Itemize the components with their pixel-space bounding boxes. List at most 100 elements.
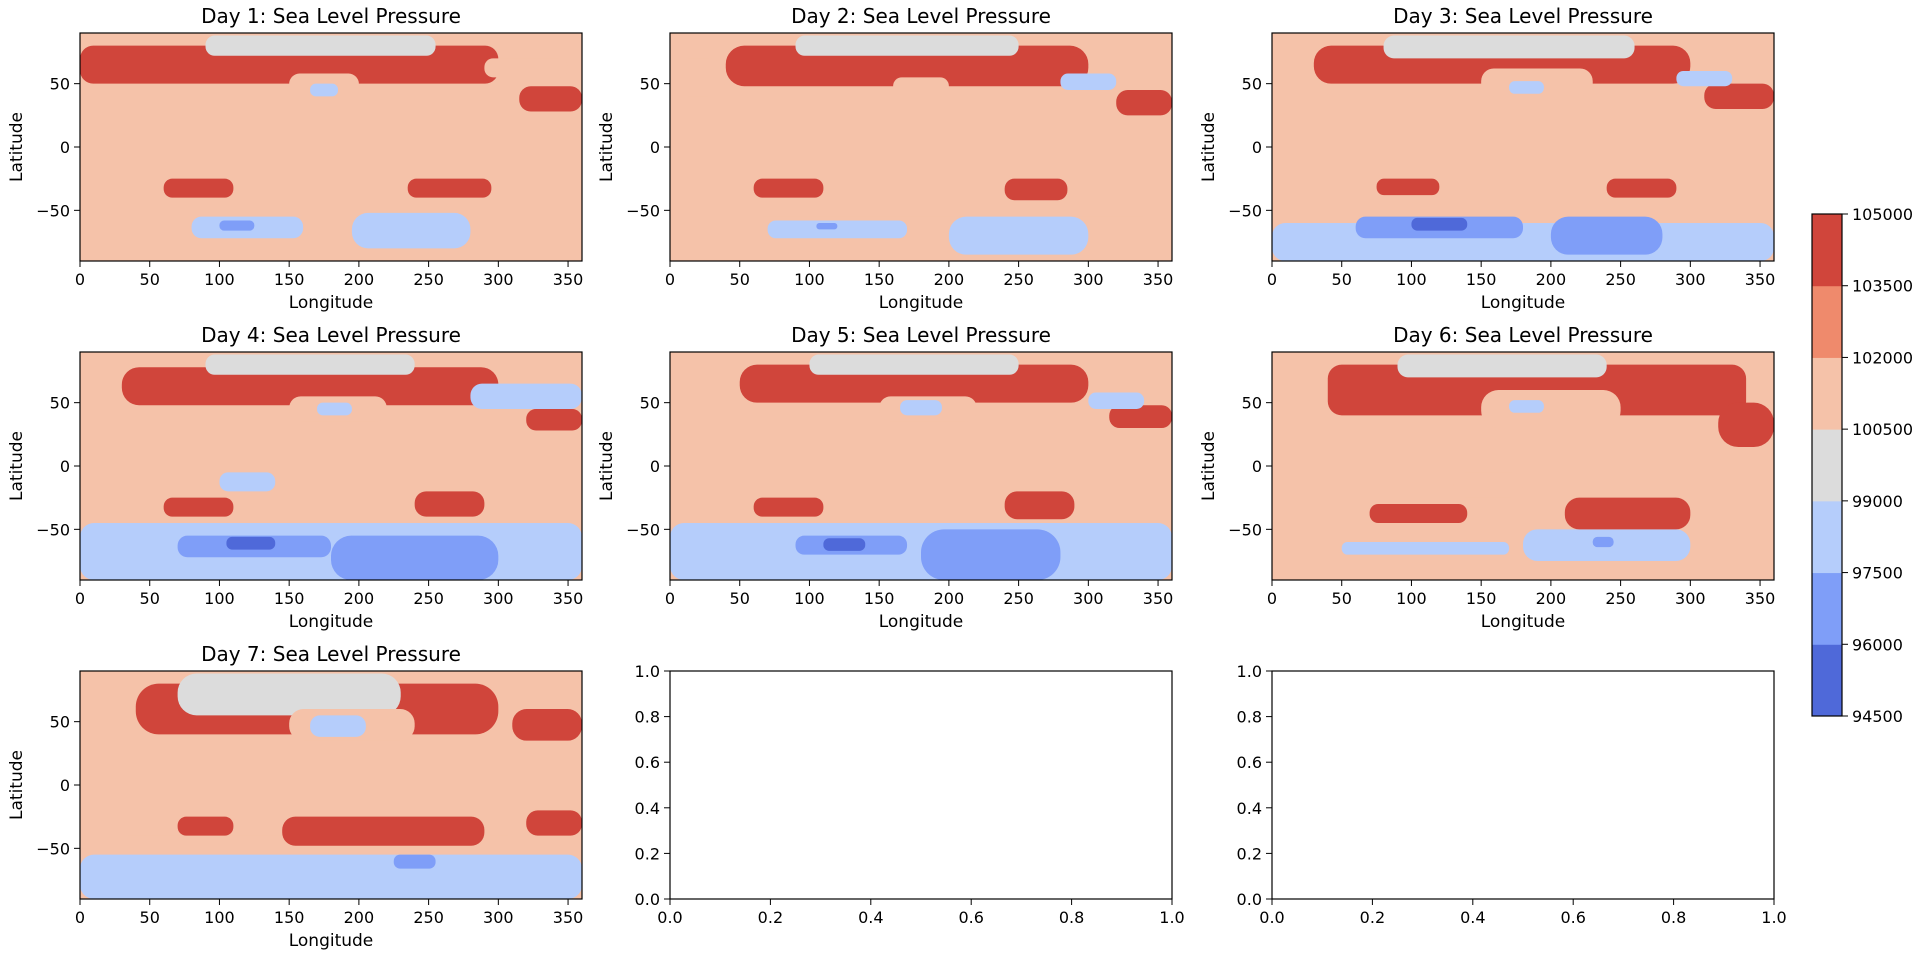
x-tick-label: 50 [140, 589, 160, 608]
contour-region [331, 535, 499, 580]
contour-field [1272, 352, 1774, 580]
x-tick-label: 0.8 [1059, 908, 1084, 927]
colorbar-band [1812, 500, 1842, 574]
x-axis-label: Longitude [879, 612, 964, 632]
colorbar-band [1812, 214, 1842, 287]
x-tick-label: 350 [1745, 589, 1776, 608]
y-axis-label: Latitude [7, 750, 27, 820]
x-tick-label: 0.8 [1661, 908, 1686, 927]
contour-region [470, 383, 582, 409]
x-tick-label: 150 [1466, 589, 1497, 608]
contour-region [809, 354, 1019, 375]
contour-region [219, 220, 255, 231]
contour-region [1109, 405, 1172, 428]
contour-region [205, 354, 415, 375]
y-tick-label: −50 [626, 520, 660, 539]
x-tick-label: 100 [204, 270, 235, 289]
contour-region [1004, 491, 1075, 520]
y-tick-label: 0.2 [1237, 844, 1262, 863]
panel-title: Day 6: Sea Level Pressure [1393, 323, 1653, 347]
y-tick-label: 1.0 [1237, 662, 1262, 681]
panel-title: Day 7: Sea Level Pressure [201, 642, 461, 666]
contour-region [1592, 536, 1614, 548]
x-tick-label: 1.0 [1761, 908, 1786, 927]
colorbar-band [1812, 644, 1842, 717]
colorbar: 94500 96000 97500 99000 100500 102000 103500 10… [1811, 205, 1913, 726]
contour-region [670, 523, 1172, 580]
y-tick-label: 0 [1252, 457, 1262, 476]
contour-region [1272, 223, 1774, 261]
y-tick-label: 50 [50, 713, 70, 732]
y-tick-label: −50 [1228, 520, 1262, 539]
x-tick-label: 350 [553, 589, 584, 608]
colorbar-tick-label: 105000 [1852, 205, 1913, 224]
contour-region [1383, 35, 1635, 59]
y-axis-label: Latitude [7, 112, 27, 182]
contour-region [795, 35, 1019, 56]
contour-region [177, 816, 234, 836]
x-tick-label: 200 [934, 270, 965, 289]
x-tick-label: 300 [1073, 270, 1104, 289]
contour-region [484, 58, 569, 78]
colorbar-tick-label: 103500 [1852, 277, 1913, 296]
x-tick-label: 0 [75, 908, 85, 927]
contour-region [310, 83, 338, 97]
y-axis-label: Latitude [597, 112, 617, 182]
y-tick-label: 50 [1242, 394, 1262, 413]
x-tick-label: 100 [1396, 589, 1427, 608]
panel-2: 0 50 100 150 200 250 300 350 50 0 −50 Day 2: Sea Le… [597, 4, 1173, 313]
contour-region [823, 538, 866, 551]
x-tick-label: 50 [1332, 270, 1352, 289]
colorbar-tick-label: 97500 [1852, 564, 1903, 583]
colorbar-band [1812, 429, 1842, 502]
x-tick-label: 200 [1536, 270, 1567, 289]
contour-region [893, 77, 949, 97]
contour-field [670, 33, 1172, 261]
panel-title: Day 2: Sea Level Pressure [791, 4, 1051, 28]
y-tick-label: 0.8 [635, 708, 660, 727]
contour-region [1704, 83, 1774, 109]
x-tick-label: 200 [1536, 589, 1567, 608]
colorbar-tick-label: 102000 [1852, 348, 1913, 367]
x-tick-label: 50 [730, 270, 750, 289]
contour-region [1509, 81, 1544, 94]
contour-region [282, 816, 485, 846]
y-tick-label: 0 [650, 138, 660, 157]
x-tick-label: 50 [730, 589, 750, 608]
contour-region [526, 810, 582, 836]
contour-region [512, 709, 582, 741]
panel-9: 0.0 0.2 0.4 0.6 0.8 1.0 0.0 0.2 0.4 0.6 0.8 1.0 [1237, 662, 1787, 927]
colorbar-frame [1811, 213, 1843, 717]
y-tick-label: 0.2 [635, 844, 660, 863]
contour-region [948, 216, 1089, 255]
y-tick-label: −50 [36, 201, 70, 220]
x-tick-label: 250 [1003, 270, 1034, 289]
y-tick-label: 0 [60, 457, 70, 476]
y-tick-label: 50 [50, 394, 70, 413]
contour-region [1116, 90, 1172, 116]
contour-region [121, 367, 499, 406]
contour-region [80, 523, 582, 580]
y-tick-label: −50 [1228, 201, 1262, 220]
y-tick-label: 50 [640, 394, 660, 413]
y-tick-label: 0 [1252, 138, 1262, 157]
colorbar-band [1812, 357, 1842, 430]
x-tick-label: 100 [794, 589, 825, 608]
panel-title: Day 5: Sea Level Pressure [791, 323, 1051, 347]
panel-6: 0 50 100 150 200 250 300 350 50 0 −50 Day 6: Sea Le… [1199, 323, 1775, 632]
x-tick-label: 200 [344, 589, 375, 608]
contour-region [900, 400, 942, 416]
x-tick-label: 350 [553, 270, 584, 289]
colorbar-tick-label: 96000 [1852, 635, 1903, 654]
x-tick-label: 300 [483, 589, 514, 608]
x-tick-label: 0 [1267, 589, 1277, 608]
x-axis-label: Longitude [289, 293, 374, 313]
x-tick-label: 200 [934, 589, 965, 608]
x-axis-label: Longitude [1481, 612, 1566, 632]
y-tick-label: 0.8 [1237, 708, 1262, 727]
contour-region [1369, 504, 1468, 523]
contour-region [1453, 472, 1523, 498]
x-tick-label: 50 [140, 908, 160, 927]
x-tick-label: 0.0 [1259, 908, 1284, 927]
y-tick-label: 0.4 [635, 799, 660, 818]
